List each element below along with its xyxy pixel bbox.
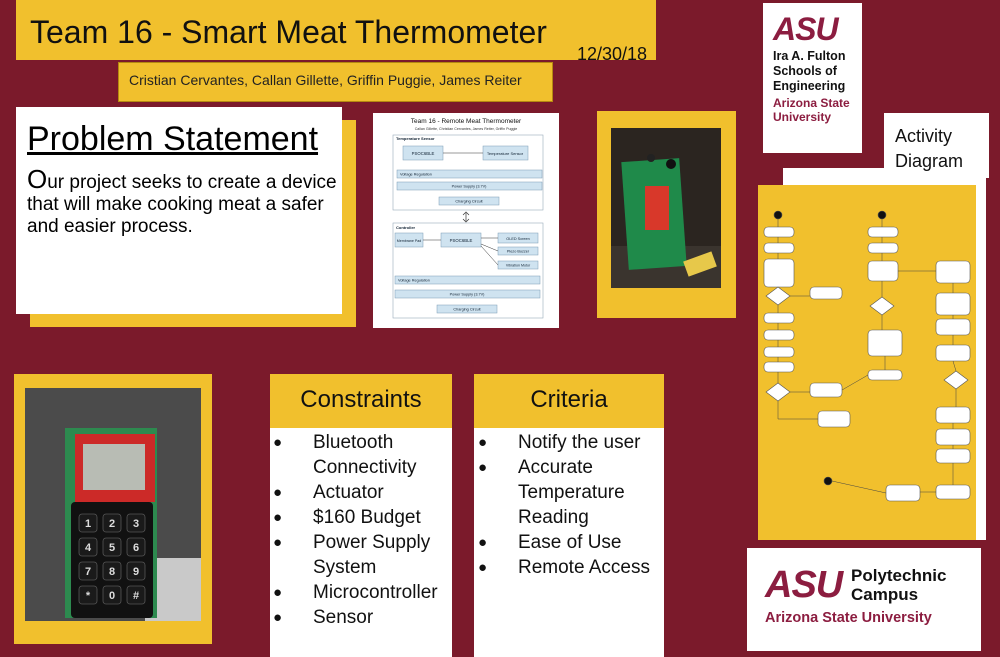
svg-text:8: 8 xyxy=(109,566,115,578)
voltage-reg-label: Voltage Regulation xyxy=(400,173,432,177)
polytechnic-line2: Campus xyxy=(851,585,919,604)
piezo-label: Piezo Buzzer xyxy=(507,250,530,254)
activity-label-line2: Diagram xyxy=(895,151,964,171)
controller-group-label: Controller xyxy=(396,225,416,230)
engineering-line2: Schools of xyxy=(773,64,837,78)
diagram-subtitle: Callan Gillette, Christian Cervantes, Ja… xyxy=(415,127,518,131)
authors-text: Cristian Cervantes, Callan Gillette, Gri… xyxy=(129,72,522,88)
asu-line2: University xyxy=(773,110,832,124)
charging-label: Charging Circuit xyxy=(455,200,483,204)
controller-voltage-label: Voltage Regulation xyxy=(398,279,430,283)
photo-device: 1 2 3 4 5 6 7 8 9 * 0 # xyxy=(25,388,201,621)
block-diagram: Team 16 - Remote Meat Thermometer Callan… xyxy=(373,113,559,328)
activity-diagram-label: Activity Diagram xyxy=(895,124,963,174)
svg-text:9: 9 xyxy=(133,566,139,578)
criteria-list: Notify the user Accurate Temperature Rea… xyxy=(478,430,666,580)
lcd-screen xyxy=(83,444,145,490)
voltage-reg-block xyxy=(396,169,543,179)
activity-label-box xyxy=(884,113,989,178)
oled-label: OLED Screen xyxy=(506,237,529,241)
red-module xyxy=(645,186,669,230)
controller-psoc-label: PSOC6BLE xyxy=(450,238,473,243)
block-diagram-graphic: Team 16 - Remote Meat Thermometer Callan… xyxy=(392,118,544,319)
psoc-label: PSOC6BLE xyxy=(412,151,435,156)
asu-engineering-logo: ASU Ira A. Fulton Schools of Engineering… xyxy=(763,3,862,153)
poster-title: Team 16 - Smart Meat Thermometer xyxy=(30,14,547,50)
pcb-image xyxy=(611,128,721,288)
list-item: Actuator xyxy=(273,480,453,505)
criteria-header xyxy=(474,374,664,428)
problem-statement-initial: O xyxy=(27,164,48,194)
activity-flowchart xyxy=(763,210,971,502)
link-arrowheads xyxy=(462,211,470,223)
engineering-line3: Engineering xyxy=(773,79,846,93)
temp-sensor-label: Temperature Sensor xyxy=(487,151,524,156)
svg-text:#: # xyxy=(133,590,139,602)
svg-text:2: 2 xyxy=(109,518,115,530)
controller-charging-block xyxy=(436,304,498,314)
svg-text:7: 7 xyxy=(85,566,91,578)
asu-name: Arizona State University xyxy=(773,96,850,124)
svg-text:1: 1 xyxy=(85,518,91,530)
photo-pcb xyxy=(611,128,721,288)
problem-statement-text: ur project seeks to create a device that… xyxy=(27,172,337,237)
list-item: Power Supply System xyxy=(273,530,453,580)
component xyxy=(666,159,676,169)
engineering-name: Ira A. Fulton Schools of Engineering xyxy=(773,49,845,94)
charging-block xyxy=(438,196,500,206)
constraints-title: Constraints xyxy=(300,386,422,413)
asu-line1: Arizona State xyxy=(773,96,850,110)
battery xyxy=(683,251,717,277)
svg-text:0: 0 xyxy=(109,590,115,602)
controller-voltage-block xyxy=(394,275,541,285)
polytechnic-name: Polytechnic Campus xyxy=(851,566,946,604)
svg-text:5: 5 xyxy=(109,542,115,554)
problem-statement-panel xyxy=(16,107,342,314)
controller-power-label: Power Supply (3.7V) xyxy=(450,293,486,297)
controller-group-box xyxy=(392,222,544,319)
list-item: Sensor xyxy=(273,605,453,630)
controller-charging-label: Charging Circuit xyxy=(453,308,481,312)
asu-full-name: Arizona State University xyxy=(765,610,932,626)
list-item: Remote Access xyxy=(478,555,666,580)
svg-text:3: 3 xyxy=(133,518,139,530)
membrane-label: Membrane Pad xyxy=(397,239,422,243)
authors-box xyxy=(118,62,553,102)
constraints-header xyxy=(270,374,452,428)
controller-power-block xyxy=(394,289,541,299)
activity-diagram xyxy=(758,185,976,540)
list-item: Microcontroller xyxy=(273,580,453,605)
svg-text:4: 4 xyxy=(85,542,92,554)
poster-date: 12/30/18 xyxy=(577,44,648,64)
list-item: Ease of Use xyxy=(478,530,666,555)
constraints-list: Bluetooth Connectivity Actuator $160 Bud… xyxy=(273,430,453,630)
sensor-group-label: Temperature Sensor xyxy=(396,136,435,141)
component xyxy=(647,154,655,162)
power-supply-block xyxy=(396,181,543,191)
asu-mark: ASU xyxy=(773,11,839,47)
engineering-line1: Ira A. Fulton xyxy=(773,49,846,63)
title-panel xyxy=(16,0,656,60)
activity-label-line1: Activity xyxy=(895,126,953,146)
criteria-title: Criteria xyxy=(530,386,608,413)
diagram-title: Team 16 - Remote Meat Thermometer xyxy=(411,118,522,125)
sensor-group-box xyxy=(392,134,544,211)
list-item: $160 Budget xyxy=(273,505,453,530)
power-supply-label: Power Supply (3.7V) xyxy=(452,185,488,189)
svg-text:*: * xyxy=(86,590,91,602)
problem-statement-heading: Problem Statement xyxy=(27,120,319,158)
vibration-label: Vibration Motor xyxy=(506,264,531,268)
problem-statement-body: Our project seeks to create a device tha… xyxy=(27,166,337,238)
asu-mark: ASU xyxy=(765,564,843,606)
list-item: Bluetooth Connectivity xyxy=(273,430,453,480)
list-item: Accurate Temperature Reading xyxy=(478,455,666,530)
vibration-link xyxy=(480,245,499,266)
list-item: Notify the user xyxy=(478,430,666,455)
device-image: 1 2 3 4 5 6 7 8 9 * 0 # xyxy=(25,388,201,621)
svg-text:6: 6 xyxy=(133,542,139,554)
piezo-link xyxy=(480,243,499,252)
asu-polytechnic-logo: ASU Polytechnic Campus Arizona State Uni… xyxy=(747,548,981,651)
polytechnic-line1: Polytechnic xyxy=(851,566,947,585)
